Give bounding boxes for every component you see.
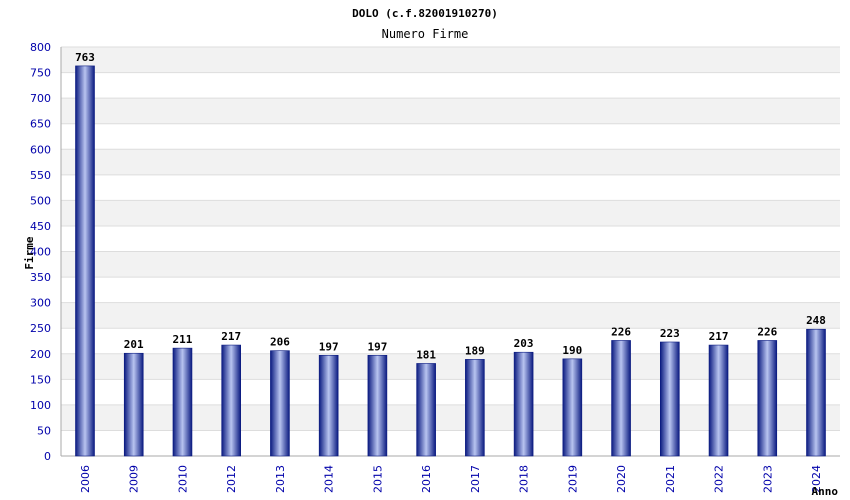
- x-tick-label: 2018: [518, 465, 531, 493]
- grid-band: [61, 98, 840, 124]
- bar: [221, 344, 241, 457]
- data-label: 197: [367, 340, 387, 353]
- x-tick-label: 2024: [810, 465, 823, 493]
- y-tick-label: 550: [30, 169, 51, 182]
- y-tick-label: 750: [30, 67, 51, 80]
- x-tick-label: 2009: [128, 465, 141, 493]
- x-tick-label: 2012: [225, 465, 238, 493]
- data-label: 190: [562, 344, 582, 357]
- bar: [270, 350, 290, 457]
- x-tick-label: 2019: [566, 465, 579, 493]
- grid-band: [61, 47, 840, 73]
- y-tick-label: 50: [37, 424, 51, 437]
- x-tick-label: 2017: [469, 465, 482, 493]
- y-tick-label: 400: [30, 246, 51, 259]
- data-label: 763: [75, 51, 95, 64]
- data-label: 217: [709, 330, 729, 343]
- grid-band: [61, 251, 840, 278]
- data-label: 226: [611, 325, 631, 338]
- bar: [172, 347, 193, 457]
- y-tick-label: 700: [30, 92, 51, 105]
- data-label: 211: [173, 333, 193, 346]
- data-label: 248: [806, 314, 826, 327]
- data-label: 223: [660, 327, 680, 340]
- data-label: 206: [270, 336, 290, 349]
- x-tick-label: 2023: [761, 465, 774, 493]
- y-tick-label: 250: [30, 322, 51, 335]
- data-label: 203: [514, 337, 534, 350]
- x-tick-label: 2014: [323, 465, 336, 493]
- data-label: 197: [319, 340, 339, 353]
- bar: [659, 341, 680, 457]
- bar: [465, 359, 485, 457]
- y-tick-label: 600: [30, 143, 51, 156]
- bar: [416, 363, 436, 457]
- grid-band: [61, 302, 840, 329]
- data-label: 181: [416, 348, 436, 361]
- bar: [513, 351, 534, 457]
- y-tick-label: 300: [30, 297, 51, 310]
- chart-title: DOLO (c.f.82001910270): [352, 7, 498, 20]
- y-tick-label: 350: [30, 271, 51, 284]
- x-axis-title: Anno: [812, 485, 839, 498]
- bar: [611, 340, 631, 457]
- y-tick-label: 200: [30, 348, 51, 361]
- y-tick-label: 0: [44, 450, 51, 463]
- bar: [123, 352, 144, 457]
- x-tick-label: 2013: [274, 465, 287, 493]
- bar: [562, 358, 583, 457]
- x-tick-label: 2006: [79, 465, 92, 493]
- data-label: 226: [757, 325, 777, 338]
- y-tick-label: 100: [30, 399, 51, 412]
- plot-area: 0 50 100 150 200 250 300 350 400 450 500 550 600 650 7…: [30, 41, 840, 493]
- grid-band: [61, 149, 840, 175]
- y-axis-title: Firme: [23, 236, 36, 269]
- x-tick-label: 2022: [713, 465, 726, 493]
- y-tick-label: 500: [30, 194, 51, 207]
- x-tick-label: 2020: [615, 465, 628, 493]
- y-tick-label: 800: [30, 41, 51, 54]
- chart-subtitle: Numero Firme: [382, 27, 469, 41]
- data-label: 217: [221, 330, 241, 343]
- data-label: 189: [465, 344, 485, 357]
- bar: [708, 344, 729, 457]
- bar: [806, 328, 826, 457]
- x-tick-label: 2016: [420, 465, 433, 493]
- y-tick-label: 450: [30, 220, 51, 233]
- bar: [757, 340, 778, 457]
- bar: [367, 354, 388, 457]
- grid-band: [61, 200, 840, 226]
- data-label: 201: [124, 338, 144, 351]
- bar: [75, 65, 95, 457]
- y-tick-label: 650: [30, 118, 51, 131]
- y-tick-label: 150: [30, 373, 51, 386]
- x-tick-label: 2010: [176, 465, 189, 493]
- x-tick-label: 2021: [664, 465, 677, 493]
- bar: [318, 354, 339, 457]
- x-tick-label: 2015: [371, 465, 384, 493]
